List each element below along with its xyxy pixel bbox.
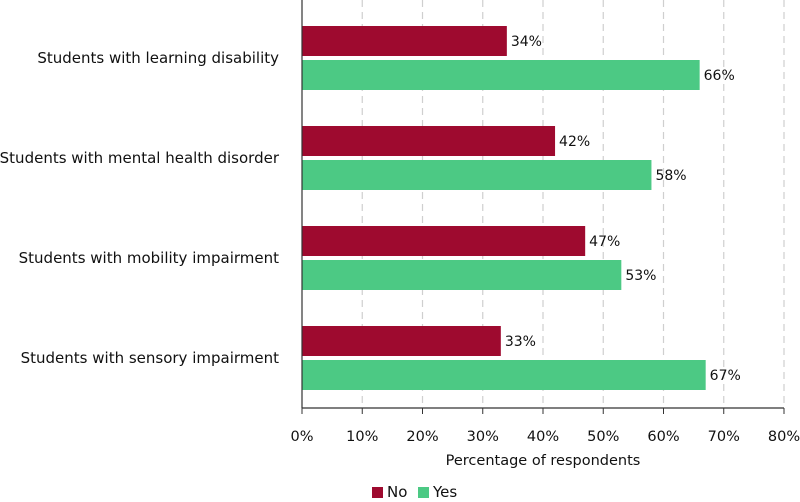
- value-label: 33%: [505, 334, 536, 350]
- value-label: 67%: [710, 368, 741, 384]
- x-tick-label: 60%: [647, 429, 679, 445]
- category-label: Students with learning disability: [37, 49, 279, 67]
- bar-no: [302, 226, 586, 256]
- category-label: Students with mobility impairment: [19, 249, 279, 267]
- legend-label-no: No: [387, 483, 407, 501]
- x-tick-label: 40%: [527, 429, 559, 445]
- legend: No Yes: [372, 483, 457, 501]
- bar-yes: [302, 260, 622, 290]
- x-tick-label: 80%: [768, 429, 800, 445]
- x-tick-label: 70%: [708, 429, 740, 445]
- legend-swatch-no: [372, 487, 383, 498]
- legend-swatch-yes: [418, 487, 429, 498]
- value-label: 66%: [704, 68, 735, 84]
- bars: [302, 26, 706, 390]
- category-label: Students with sensory impairment: [21, 349, 279, 367]
- value-label: 58%: [655, 168, 686, 184]
- axes: [301, 0, 785, 414]
- x-tick-label: 20%: [406, 429, 438, 445]
- bar-no: [302, 326, 501, 356]
- value-label: 47%: [589, 234, 620, 250]
- x-tick-label: 30%: [467, 429, 499, 445]
- bar-yes: [302, 360, 706, 390]
- value-label: 53%: [625, 268, 656, 284]
- value-label: 34%: [511, 34, 542, 50]
- bar-no: [302, 26, 507, 56]
- labels: 0% 10% 20% 30% 40% 50% 60% 70% 80% 34% 66% Students…: [0, 34, 800, 445]
- x-axis-title: Percentage of respondents: [446, 453, 641, 469]
- bar-yes: [302, 60, 700, 90]
- value-label: 42%: [559, 134, 590, 150]
- x-tick-label: 0%: [290, 429, 313, 445]
- bar-no: [302, 126, 556, 156]
- category-label: Students with mental health disorder: [0, 149, 280, 167]
- bar-yes: [302, 160, 652, 190]
- x-tick-label: 10%: [346, 429, 378, 445]
- legend-label-yes: Yes: [432, 483, 457, 501]
- x-tick-label: 50%: [587, 429, 619, 445]
